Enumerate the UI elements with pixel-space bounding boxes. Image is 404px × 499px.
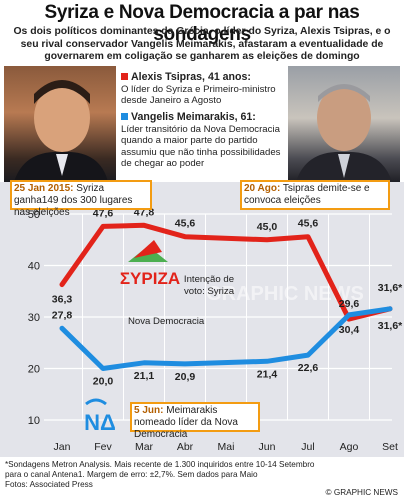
callout-jun-text: Meimarakis nomeado líder da Nova Democra… xyxy=(134,405,238,440)
callout-aug: 20 Ago: Tsipras demite-se e convoca elei… xyxy=(240,181,390,209)
callout-jan-date: 25 Jan 2015: xyxy=(14,183,74,194)
data-label-0-Abr: 45,6 xyxy=(175,218,196,230)
data-label-0-Jun: 45,0 xyxy=(257,221,278,233)
footnote: *Sondagens Metron Analysis. Mais recente… xyxy=(5,460,315,490)
data-label-1-Jan: 27,8 xyxy=(52,309,73,321)
x-tick-Mai: Mai xyxy=(218,441,235,453)
nd-logo-arc xyxy=(85,398,107,406)
tsipras-photo xyxy=(4,66,116,182)
data-label-1-Mar: 21,1 xyxy=(134,370,155,382)
intention-label: Intenção de voto: Syriza xyxy=(183,274,235,297)
watermark: GRAPHIC NEWS xyxy=(206,283,364,305)
y-tick-50: 50 xyxy=(28,209,40,221)
y-tick-10: 10 xyxy=(28,415,40,427)
series-line-0 xyxy=(59,222,393,322)
photo-source: Fotos: Associated Press xyxy=(5,480,93,489)
callout-aug-text: Tsipras demite-se e convoca eleições xyxy=(244,183,370,206)
syriza-color-swatch xyxy=(121,73,128,80)
credit: © GRAPHIC NEWS xyxy=(325,488,398,497)
callout-aug-box xyxy=(240,180,390,210)
data-label-1-Abr: 20,9 xyxy=(175,371,196,383)
nd-color-swatch xyxy=(121,113,128,120)
meimarakis-photo xyxy=(288,66,400,182)
data-label-1-Fev: 20,0 xyxy=(93,376,114,388)
y-tick-30: 30 xyxy=(28,312,40,324)
nd-series-label: Nova Democracia xyxy=(128,316,205,327)
footnote-text: *Sondagens Metron Analysis. Mais recente… xyxy=(5,460,315,479)
data-label-0-Jan: 36,3 xyxy=(52,294,73,306)
tsipras-name: Alexis Tsipras, 41 anos: xyxy=(131,71,251,83)
y-tick-20: 20 xyxy=(28,364,40,376)
tsipras-description: O líder do Syriza e Primeiro-ministro de… xyxy=(121,83,276,107)
page-subtitle: Os dois políticos dominantes da Grécia, … xyxy=(13,26,391,62)
x-tick-Jul: Jul xyxy=(301,441,314,453)
data-label-0-Fev: 47,6 xyxy=(93,207,114,219)
y-tick-40: 40 xyxy=(28,261,40,273)
callout-jun-box xyxy=(130,402,260,432)
x-tick-Abr: Abr xyxy=(177,441,194,453)
callout-aug-date: 20 Ago: xyxy=(244,183,281,194)
page-title: Syriza e Nova Democracia a par nas sonda… xyxy=(44,2,360,45)
x-tick-Jan: Jan xyxy=(54,441,71,453)
data-label-1-Jul: 22,6 xyxy=(298,362,319,374)
callout-jan-text: Syriza ganha149 dos 300 lugares nas elei… xyxy=(14,183,133,218)
callout-jan-box xyxy=(10,180,152,210)
x-tick-Mar: Mar xyxy=(135,441,154,453)
data-label-1-Set: 31,6* xyxy=(378,320,403,332)
x-tick-Jun: Jun xyxy=(259,441,276,453)
tsipras-bio: Alexis Tsipras, 41 anos: O líder do Syri… xyxy=(121,71,287,107)
nd-logo: ΝΔ xyxy=(84,410,116,435)
meimarakis-description: Líder transitório da Nova Democracia qua… xyxy=(121,123,281,170)
data-label-1-Jun: 21,4 xyxy=(257,368,278,380)
data-label-0-Set: 31,6* xyxy=(378,282,403,294)
meimarakis-name: Vangelis Meimarakis, 61: xyxy=(131,111,256,123)
meimarakis-bio: Vangelis Meimarakis, 61: Líder transitór… xyxy=(121,111,287,170)
callout-jan: 25 Jan 2015: Syriza ganha149 dos 300 lug… xyxy=(10,181,152,221)
x-tick-Set: Set xyxy=(382,441,398,453)
data-label-0-Jul: 45,6 xyxy=(298,218,319,230)
data-label-0-Ago: 29,6 xyxy=(339,298,360,310)
x-tick-Fev: Fev xyxy=(94,441,112,453)
syriza-logo: ΣΥΡΙΖΑ xyxy=(120,269,180,288)
data-label-1-Ago: 30,4 xyxy=(339,324,360,336)
callout-jun: 5 Jun: Meimarakis nomeado líder da Nova … xyxy=(130,403,260,443)
callout-jun-date: 5 Jun: xyxy=(134,405,164,416)
syriza-logo-flag-red xyxy=(134,240,162,258)
series-line-1 xyxy=(59,306,393,371)
x-tick-Ago: Ago xyxy=(340,441,359,453)
